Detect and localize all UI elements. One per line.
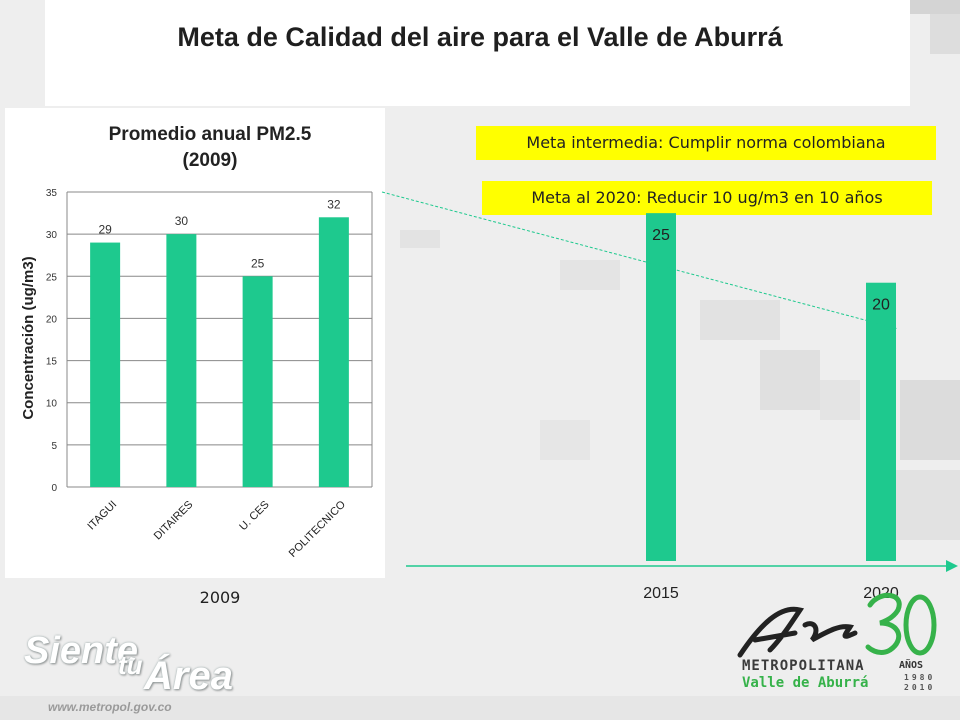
chart1-data-label: 29 — [98, 223, 112, 237]
footer-url[interactable]: www.metropol.gov.co — [48, 700, 172, 714]
chart1-ytick-label: 30 — [46, 230, 58, 241]
chart2-bar — [646, 213, 676, 561]
logo-metropolitana: METROPOLITANA — [742, 658, 865, 674]
chart1-ytick-label: 10 — [46, 399, 58, 410]
chart1-ytick-label: 35 — [46, 188, 58, 199]
logo-years: 1980 2010 — [904, 673, 936, 692]
chart2-data-label: 20 — [872, 297, 890, 314]
chart1-ytick-label: 15 — [46, 357, 58, 368]
logo-anos: AÑOS — [899, 660, 924, 671]
chart1-bar — [166, 234, 197, 487]
title-panel — [45, 0, 910, 106]
page-title: Meta de Calidad del aire para el Valle d… — [177, 22, 783, 52]
logo-valle: Valle de Aburrá — [742, 675, 869, 691]
slogan-tu: tu — [118, 650, 143, 680]
chart1-ytick-label: 20 — [46, 314, 58, 325]
chart1-data-label: 25 — [251, 256, 265, 270]
chart1-ylabel: Concentración (ug/m3) — [20, 256, 37, 419]
chart1-xlabel: 2009 — [199, 588, 241, 607]
trend-arrow — [381, 191, 897, 331]
chart1-bar — [90, 242, 121, 487]
chart1-data-label: 30 — [175, 214, 189, 228]
slogan-siente: Siente — [24, 630, 139, 672]
chart1-ytick-label: 25 — [46, 272, 58, 283]
chart1-title-line2: (2009) — [182, 150, 238, 171]
chart1-bar — [318, 217, 349, 488]
goal-intermediate-box: Meta intermedia: Cumplir norma colombian… — [476, 126, 936, 160]
area-logo-icon — [737, 593, 937, 658]
chart2-data-label: 25 — [652, 227, 670, 244]
chart1-bar — [242, 276, 273, 487]
footer-bar — [0, 696, 960, 720]
chart1-data-label: 32 — [327, 197, 341, 211]
slogan-area: Área — [144, 654, 233, 698]
chart1-title: Promedio anual PM2.5 (2009) — [60, 122, 360, 174]
chart1-title-line1: Promedio anual PM2.5 — [108, 124, 312, 145]
chart1-ytick-label: 0 — [51, 483, 57, 494]
chart2-category-label: 2015 — [643, 585, 679, 602]
chart1-ytick-label: 5 — [51, 441, 57, 452]
goal-2020-box: Meta al 2020: Reducir 10 ug/m3 en 10 año… — [482, 181, 932, 215]
